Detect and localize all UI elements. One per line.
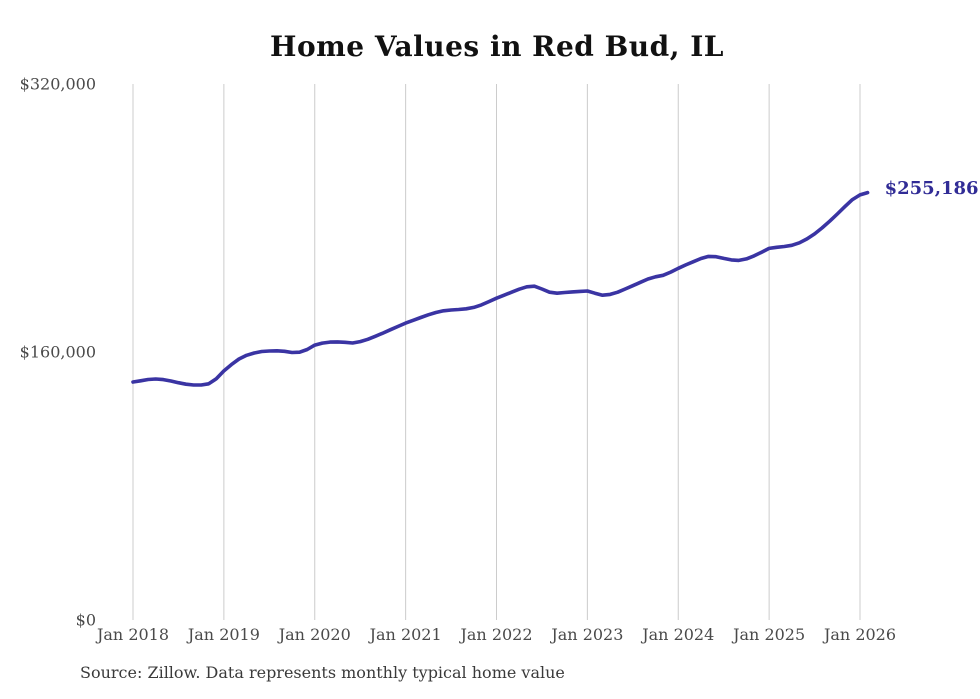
y-axis-labels-group: $0 $160,000 $320,000 bbox=[20, 75, 96, 630]
y-tick-label: $160,000 bbox=[20, 343, 96, 362]
x-tick-label: Jan 2020 bbox=[277, 625, 351, 644]
source-note: Source: Zillow. Data represents monthly … bbox=[80, 663, 565, 682]
y-tick-label: $0 bbox=[76, 611, 96, 630]
chart-title: Home Values in Red Bud, IL bbox=[270, 30, 724, 63]
x-tick-label: Jan 2024 bbox=[640, 625, 714, 644]
x-tick-label: Jan 2019 bbox=[186, 625, 260, 644]
x-tick-label: Jan 2021 bbox=[368, 625, 442, 644]
x-tick-label: Jan 2025 bbox=[731, 625, 805, 644]
end-value-label: $255,186 bbox=[885, 178, 979, 199]
home-value-line bbox=[131, 190, 870, 387]
x-tick-label: Jan 2022 bbox=[458, 625, 532, 644]
x-tick-label: Jan 2026 bbox=[822, 625, 896, 644]
gridlines-group bbox=[132, 84, 861, 620]
x-tick-label: Jan 2018 bbox=[95, 625, 169, 644]
x-tick-label: Jan 2023 bbox=[549, 625, 623, 644]
x-axis-labels-group: Jan 2018 Jan 2019 Jan 2020 Jan 2021 Jan 2022… bbox=[95, 625, 896, 644]
y-tick-label: $320,000 bbox=[20, 75, 96, 94]
